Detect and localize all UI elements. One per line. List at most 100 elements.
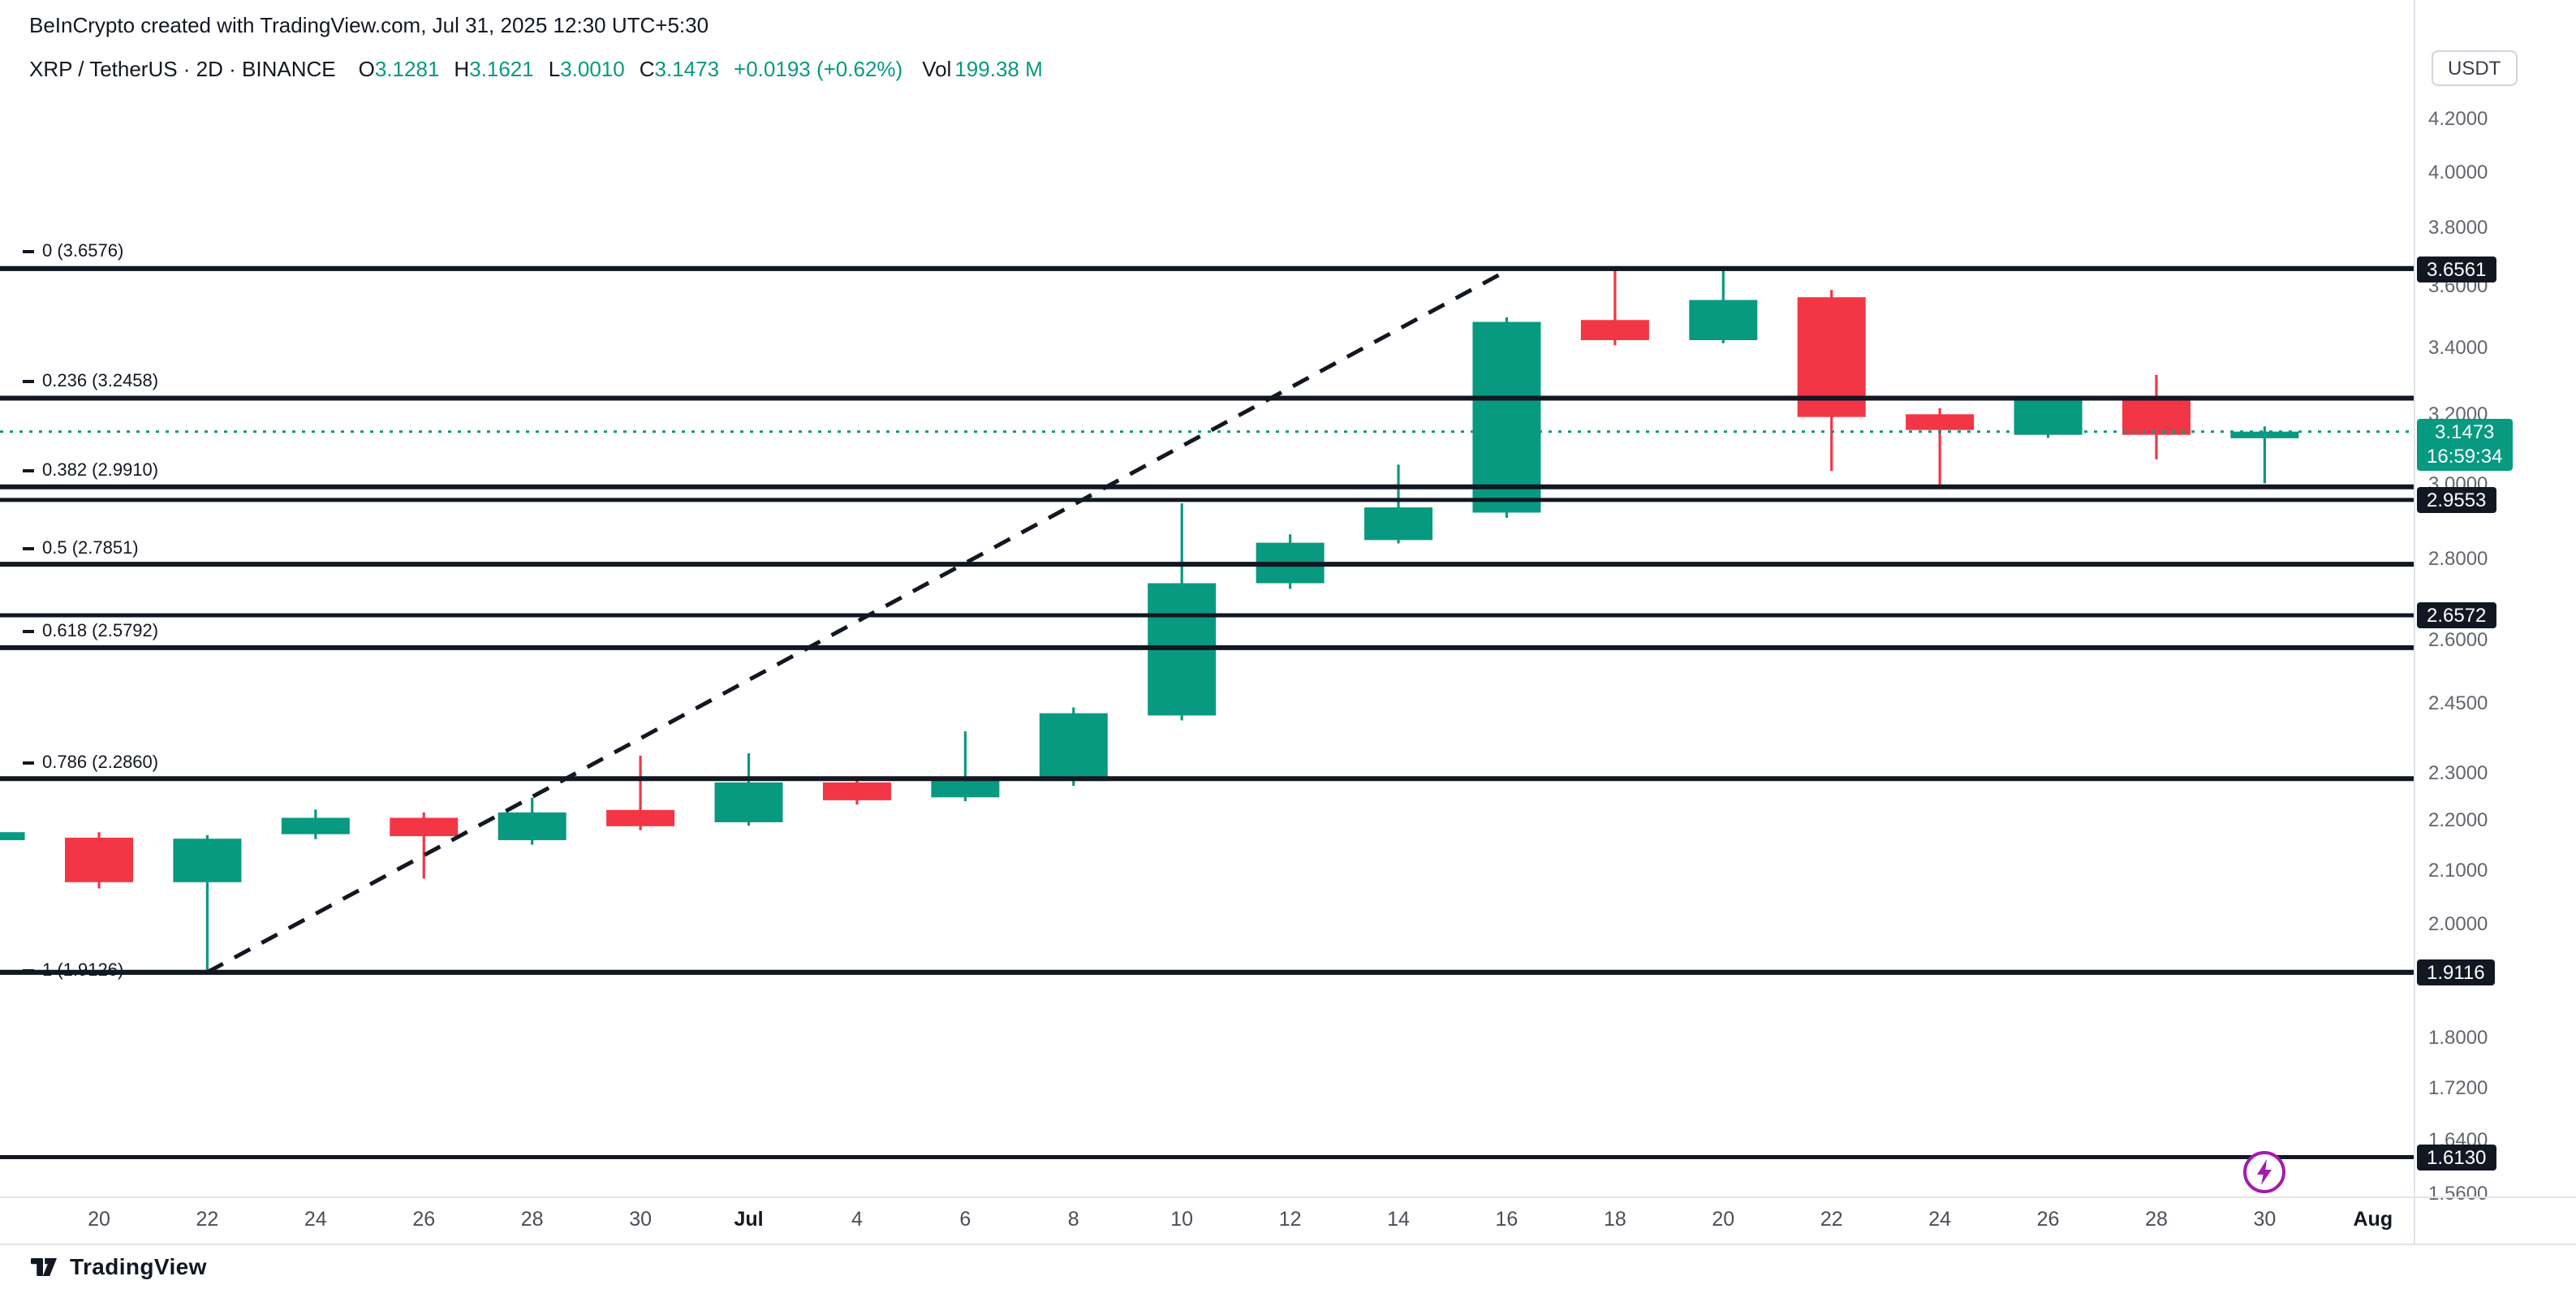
price-tick-3.8000: 3.8000	[2428, 215, 2488, 239]
volume-label: Vol	[922, 57, 952, 81]
price-tick-2.3000: 2.3000	[2428, 761, 2488, 784]
candle-body-jun-22	[173, 839, 242, 882]
price-tick-3.4000: 3.4000	[2428, 336, 2488, 360]
last-price-value: 3.1473	[2435, 420, 2495, 443]
time-label-22-1: 22	[196, 1208, 219, 1231]
lightning-icon[interactable]	[2242, 1149, 2287, 1195]
time-label-20-0: 20	[88, 1208, 110, 1231]
fib-label-0.382: 0.382 (2.9910)	[23, 461, 158, 481]
ohlc-low: L3.0010	[549, 57, 625, 81]
time-label-10-10: 10	[1170, 1208, 1194, 1231]
candle-body-jul-8	[1039, 713, 1108, 782]
time-label-24-17: 24	[1928, 1208, 1952, 1231]
volume-readout: Vol 199.38 M	[922, 57, 1043, 81]
price-tick-1.8000: 1.8000	[2428, 1026, 2488, 1050]
symbol-title[interactable]: XRP / TetherUS · 2D · BINANCE	[29, 57, 336, 81]
time-label-28-4: 28	[520, 1208, 544, 1231]
attribution-text: BeInCrypto created with TradingView.com,…	[29, 13, 709, 37]
fib-label-0.5: 0.5 (2.7851)	[23, 538, 139, 558]
fib-label-0.618: 0.618 (2.5792)	[23, 622, 158, 641]
open-label: O	[358, 57, 375, 81]
price-tick-2.2000: 2.2000	[2428, 808, 2488, 832]
price-tick-2.6000: 2.6000	[2428, 627, 2488, 651]
tradingview-brand-text[interactable]: TradingView	[70, 1253, 207, 1279]
time-label-26-18: 26	[2036, 1208, 2060, 1231]
footer-border	[0, 1244, 2576, 1245]
price-tick-2.0000: 2.0000	[2428, 912, 2488, 935]
candle-body-jun-18	[0, 832, 25, 841]
footer-bar: TradingView	[29, 1252, 207, 1281]
low-label: L	[548, 57, 561, 81]
price-tick-2.8000: 2.8000	[2428, 547, 2488, 571]
candle-body-jul-18	[1580, 320, 1649, 341]
candle-body-jul-28	[2122, 397, 2190, 435]
candle-body-jul-26	[2014, 397, 2083, 435]
time-label-24-2: 24	[304, 1208, 327, 1231]
time-label-8-9: 8	[1067, 1208, 1079, 1231]
last-price-badge: 3.1473 16:59:34	[2417, 418, 2513, 471]
price-badge-3.6561: 3.6561	[2417, 256, 2496, 282]
low-value: 3.0010	[560, 57, 625, 81]
time-label-14-12: 14	[1387, 1208, 1410, 1231]
price-badge-1.9116: 1.9116	[2417, 959, 2495, 986]
time-label-18-14: 18	[1603, 1208, 1626, 1231]
ohlc-high: H3.1621	[454, 57, 533, 81]
fib-label-0: 0 (3.6576)	[23, 243, 123, 262]
tradingview-logo-icon[interactable]	[29, 1252, 58, 1281]
high-value: 3.1621	[469, 57, 534, 81]
fib-label-0.786: 0.786 (2.2860)	[23, 752, 158, 772]
price-badge-1.6130: 1.6130	[2417, 1144, 2496, 1171]
open-value: 3.1281	[374, 57, 440, 81]
price-axis-border	[2414, 0, 2415, 1244]
candle-body-jun-30	[606, 809, 675, 826]
time-label-aug-21: Aug	[2353, 1208, 2393, 1231]
candle-body-jul-14	[1364, 507, 1433, 541]
ohlc-open: O3.1281	[359, 57, 440, 81]
candle-body-jun-26	[390, 817, 459, 837]
price-change: +0.0193 (+0.62%)	[734, 57, 903, 81]
price-tick-1.7200: 1.7200	[2428, 1076, 2488, 1099]
candle-body-jul-24	[1906, 414, 1975, 430]
candle-body-jun-28	[498, 812, 566, 841]
ohlc-close: C3.1473	[640, 57, 719, 81]
bar-countdown: 16:59:34	[2427, 444, 2503, 468]
currency-unit-button[interactable]: USDT	[2432, 50, 2518, 86]
time-label-12-11: 12	[1278, 1208, 1302, 1231]
price-tick-4.2000: 4.2000	[2428, 106, 2488, 130]
price-tick-1.5600: 1.5600	[2428, 1182, 2488, 1205]
time-label-6-8: 6	[959, 1208, 971, 1231]
candle-body-jun-24	[281, 817, 350, 834]
symbol-info-bar: XRP / TetherUS · 2D · BINANCE O3.1281 H3…	[29, 57, 1058, 81]
fib-label-1: 1 (1.9126)	[23, 961, 123, 981]
time-label-4-7: 4	[851, 1208, 863, 1231]
candle-body-jul-20	[1689, 300, 1758, 341]
candle-body-jul-4	[822, 782, 891, 800]
time-label-jul-6: Jul	[734, 1208, 764, 1231]
chart-pane[interactable]	[0, 0, 2576, 1196]
time-label-30-5: 30	[629, 1208, 652, 1231]
price-tick-4.0000: 4.0000	[2428, 160, 2488, 183]
price-tick-2.4500: 2.4500	[2428, 692, 2488, 715]
trendline-dashed[interactable]	[206, 269, 1508, 974]
time-label-22-16: 22	[1820, 1208, 1843, 1231]
fib-label-0.236: 0.236 (3.2458)	[23, 372, 158, 391]
price-badge-2.9553: 2.9553	[2417, 486, 2496, 513]
time-label-20-15: 20	[1712, 1208, 1735, 1231]
time-axis-border	[0, 1196, 2576, 1198]
candle-body-jul-16	[1472, 321, 1541, 513]
close-value: 3.1473	[654, 57, 720, 81]
candle-body-jun-20	[65, 837, 133, 882]
candle-body-jul-30	[2230, 431, 2299, 438]
lightning-bolt-glyph	[2243, 1151, 2285, 1193]
volume-value: 199.38 M	[954, 57, 1043, 81]
time-label-26-3: 26	[412, 1208, 436, 1231]
price-tick-2.1000: 2.1000	[2428, 859, 2488, 882]
price-badge-2.6572: 2.6572	[2417, 602, 2496, 629]
time-label-16-13: 16	[1495, 1208, 1518, 1231]
high-label: H	[454, 57, 470, 81]
time-label-30-20: 30	[2253, 1208, 2277, 1231]
candle-body-jul-2	[714, 782, 783, 822]
time-label-28-19: 28	[2145, 1208, 2168, 1231]
close-label: C	[639, 57, 655, 81]
